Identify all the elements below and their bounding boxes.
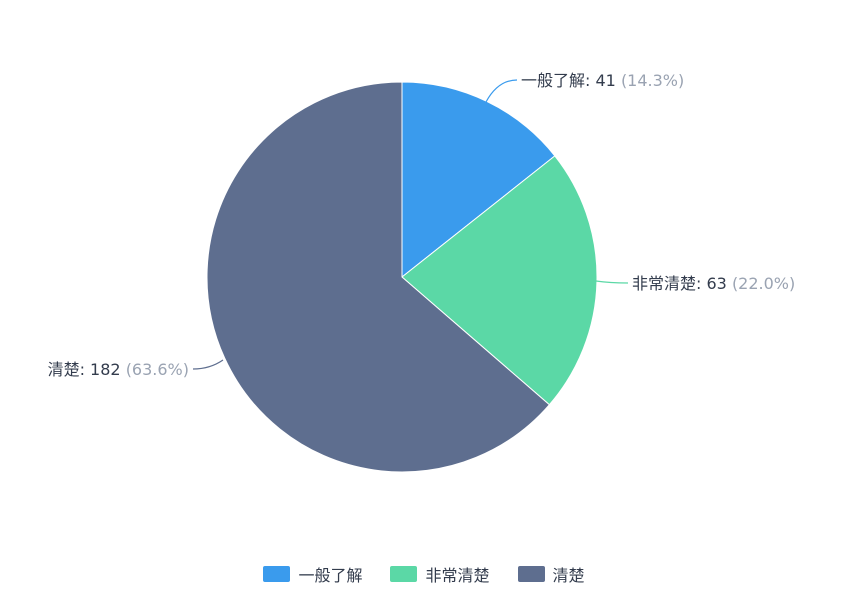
legend-swatch <box>263 566 291 582</box>
label-leader-line <box>485 79 518 103</box>
slice-label-value: 一般了解: 41 <box>521 71 621 90</box>
legend-item-qingchu[interactable]: 清楚 <box>517 562 585 586</box>
slice-label-value: 非常清楚: 63 <box>632 274 732 293</box>
legend-label: 非常清楚 <box>425 566 490 585</box>
slice-label-percent: (14.3%) <box>621 71 684 90</box>
slice-label-percent: (63.6%) <box>126 360 189 379</box>
legend-swatch <box>517 566 545 582</box>
chart-legend: 一般了解 非常清楚 清楚 <box>0 562 848 586</box>
slice-data-label: 一般了解: 41 (14.3%) <box>521 71 684 90</box>
label-leader-line <box>192 359 224 370</box>
legend-label: 清楚 <box>552 566 585 585</box>
slice-data-label: 清楚: 182 (63.6%) <box>48 360 189 379</box>
label-leader-line <box>595 280 629 284</box>
slice-data-label: 非常清楚: 63 (22.0%) <box>632 274 795 293</box>
legend-item-yiban[interactable]: 一般了解 <box>263 562 362 586</box>
pie-slice-2[interactable] <box>206 81 551 473</box>
slice-label-percent: (22.0%) <box>732 274 795 293</box>
legend-label: 一般了解 <box>298 566 363 585</box>
legend-swatch <box>390 566 418 582</box>
slice-label-value: 清楚: 182 <box>48 360 126 379</box>
legend-item-feichang[interactable]: 非常清楚 <box>390 562 490 586</box>
